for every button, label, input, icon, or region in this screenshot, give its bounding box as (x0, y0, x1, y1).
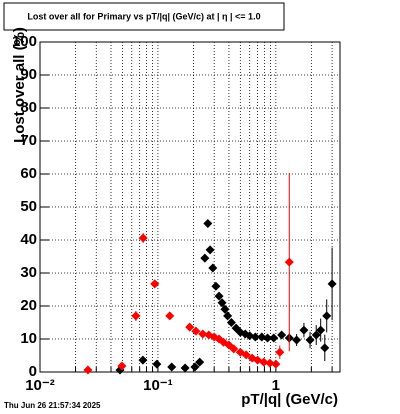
y-tick-label: 70 (20, 132, 37, 149)
marker (226, 318, 236, 327)
marker (223, 311, 233, 321)
marker (138, 233, 148, 243)
marker (195, 357, 205, 367)
timestamp: Thu Jun 26 21:57:34 2025 (4, 401, 101, 410)
marker (327, 279, 337, 289)
title-box (3, 2, 285, 31)
x-axis-label: pT/|q| (GeV/c) (241, 391, 338, 408)
y-axis-label: Lost over all (%) (11, 27, 28, 143)
marker (322, 311, 332, 321)
marker (83, 365, 93, 375)
marker (263, 333, 273, 343)
marker (220, 304, 230, 314)
x-tick-label: 10⁻² (25, 377, 55, 394)
y-tick-label: 40 (20, 231, 37, 248)
y-tick-label: 90 (20, 66, 37, 83)
marker (275, 347, 285, 357)
marker (214, 291, 224, 301)
marker (277, 330, 287, 340)
y-tick-label: 10 (20, 330, 37, 347)
marker (292, 335, 302, 345)
marker (241, 350, 251, 360)
marker (305, 335, 315, 345)
marker (152, 359, 162, 369)
y-tick-label: 60 (20, 165, 37, 182)
marker (200, 253, 210, 263)
marker (198, 329, 208, 339)
marker (271, 359, 281, 369)
marker (299, 325, 309, 335)
marker (205, 245, 215, 255)
marker (211, 281, 221, 291)
y-tick-label: 80 (20, 99, 37, 116)
marker (138, 355, 148, 365)
marker (217, 298, 227, 308)
marker (259, 357, 269, 367)
marker (250, 332, 260, 342)
marker (284, 257, 294, 267)
marker (203, 219, 213, 228)
y-tick-label: 0 (29, 363, 37, 380)
marker (265, 358, 275, 368)
x-tick-label: 10⁻¹ (143, 377, 173, 394)
marker (257, 332, 267, 342)
marker (191, 326, 201, 336)
marker (167, 362, 177, 372)
marker (316, 325, 326, 335)
plot-frame (39, 41, 341, 373)
y-tick-label: 30 (20, 264, 37, 281)
marker (131, 311, 141, 321)
y-tick-label: 100 (12, 33, 37, 50)
chart-title: Lost over all for Primary vs pT/|q| (GeV… (27, 11, 260, 21)
x-tick-label: 1 (272, 377, 280, 394)
marker (247, 353, 257, 363)
marker (311, 330, 321, 340)
marker (180, 363, 190, 373)
marker (185, 322, 195, 332)
marker (208, 263, 218, 273)
marker (117, 361, 127, 371)
marker (269, 333, 279, 343)
marker (165, 311, 175, 321)
marker (320, 343, 330, 353)
marker (190, 362, 200, 372)
marker (150, 279, 160, 289)
y-tick-label: 50 (20, 198, 37, 215)
y-tick-label: 20 (20, 297, 37, 314)
marker (229, 344, 239, 354)
